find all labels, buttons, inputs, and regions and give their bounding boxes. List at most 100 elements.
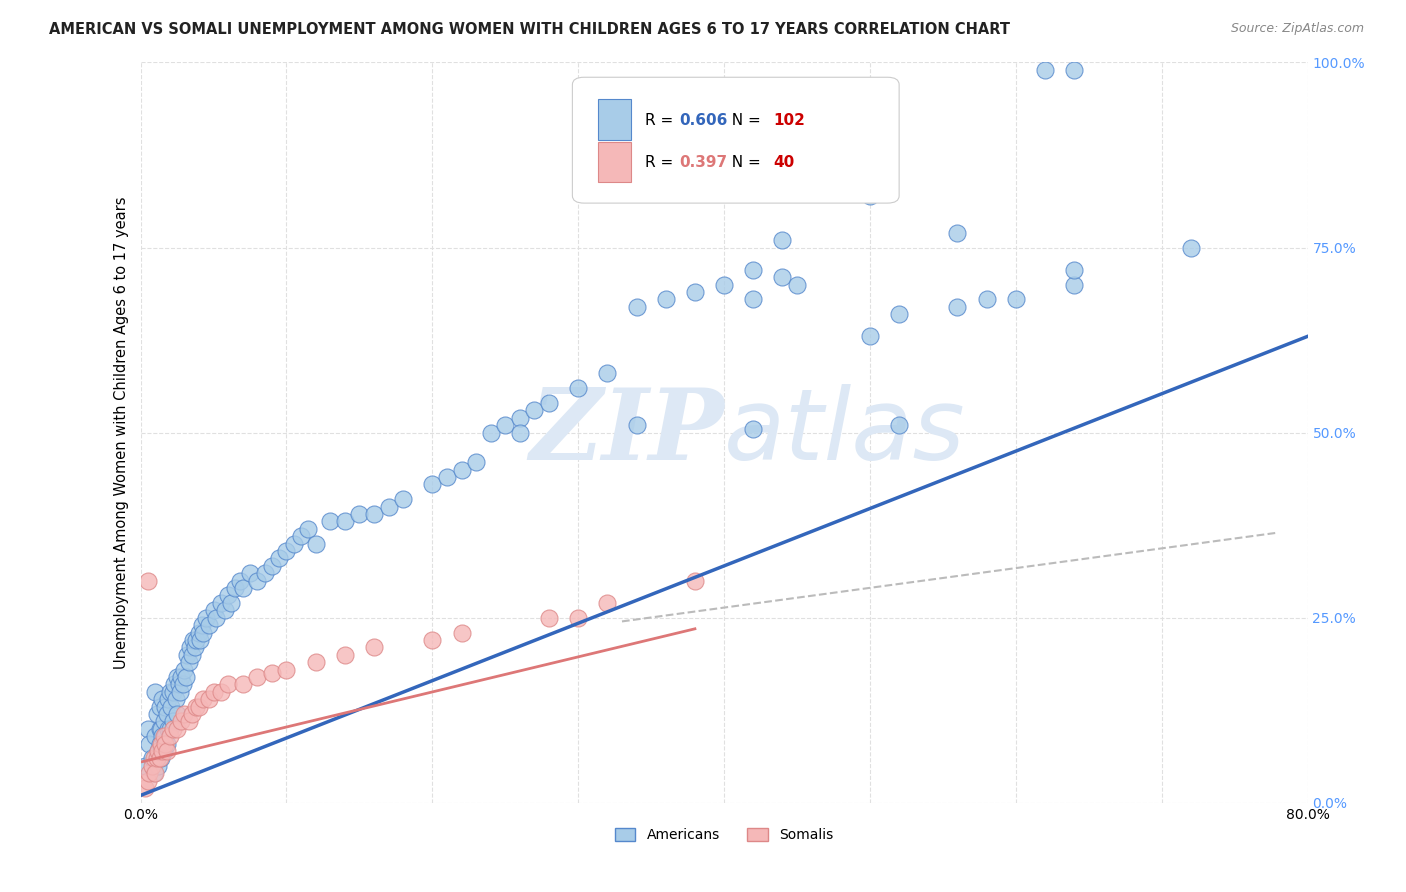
Text: N =: N = [721,155,765,169]
Point [1033,62,1056,77]
Text: ZIP: ZIP [529,384,724,481]
Point [392,492,415,507]
Point [177,714,200,729]
Point [173,663,195,677]
Point [283,536,305,550]
Point [479,425,502,440]
Text: Source: ZipAtlas.com: Source: ZipAtlas.com [1230,22,1364,36]
Point [319,515,342,529]
Point [146,758,169,772]
Point [1180,240,1202,255]
Point [538,610,561,624]
Point [946,300,969,314]
Point [859,152,882,166]
Point [177,655,200,669]
Point [141,758,163,772]
Point [217,677,239,691]
Point [509,425,531,440]
Point [219,596,242,610]
Point [229,574,252,588]
Point [655,293,678,307]
Point [145,706,167,721]
Point [184,699,207,714]
Point [1063,62,1085,77]
Point [1005,293,1028,307]
Point [538,396,561,410]
Point [160,699,183,714]
Point [163,677,186,691]
Point [152,729,174,743]
Point [170,670,193,684]
Point [162,714,184,729]
Point [191,618,214,632]
Point [772,233,794,247]
Point [193,625,215,640]
Point [436,470,458,484]
Point [202,603,225,617]
Point [157,722,180,736]
Point [188,625,211,640]
Point [155,729,177,743]
Point [422,477,444,491]
Point [150,737,173,751]
Point [209,685,232,699]
Point [363,640,385,655]
Point [363,507,385,521]
Point [166,722,188,736]
Text: AMERICAN VS SOMALI UNEMPLOYMENT AMONG WOMEN WITH CHILDREN AGES 6 TO 17 YEARS COR: AMERICAN VS SOMALI UNEMPLOYMENT AMONG WO… [49,22,1010,37]
Point [946,226,969,240]
Point [166,706,188,721]
Point [155,737,177,751]
Point [145,751,167,765]
Point [276,544,298,558]
Point [169,685,191,699]
Point [1063,277,1085,292]
Point [138,766,160,780]
Point [260,666,283,681]
Point [246,574,269,588]
Point [202,685,225,699]
Point [269,551,291,566]
Point [152,692,174,706]
Point [567,610,589,624]
Point [193,692,215,706]
Point [198,618,221,632]
Point [152,744,174,758]
Point [136,574,159,588]
Point [596,596,619,610]
Point [138,737,160,751]
Point [142,751,165,765]
Point [142,766,165,780]
Point [179,640,201,655]
Text: R =: R = [645,155,678,169]
Point [1063,262,1085,277]
Point [148,722,170,736]
Point [683,574,706,588]
FancyBboxPatch shape [598,99,631,140]
Text: 102: 102 [773,112,806,128]
Point [349,507,371,521]
Point [713,277,735,292]
Point [422,632,444,647]
Point [305,536,328,550]
Point [180,706,202,721]
Point [246,670,269,684]
Point [162,685,184,699]
Point [136,773,159,788]
Point [509,410,531,425]
Point [173,706,195,721]
Point [184,632,207,647]
Point [195,610,218,624]
Y-axis label: Unemployment Among Women with Children Ages 6 to 17 years: Unemployment Among Women with Children A… [114,196,129,669]
Point [134,758,156,772]
Point [450,625,472,640]
Point [156,706,179,721]
Point [150,722,173,736]
Text: 0.606: 0.606 [679,112,728,128]
Point [146,744,169,758]
Point [153,729,176,743]
Point [170,714,193,729]
Point [260,558,283,573]
Point [742,262,765,277]
Point [214,603,236,617]
